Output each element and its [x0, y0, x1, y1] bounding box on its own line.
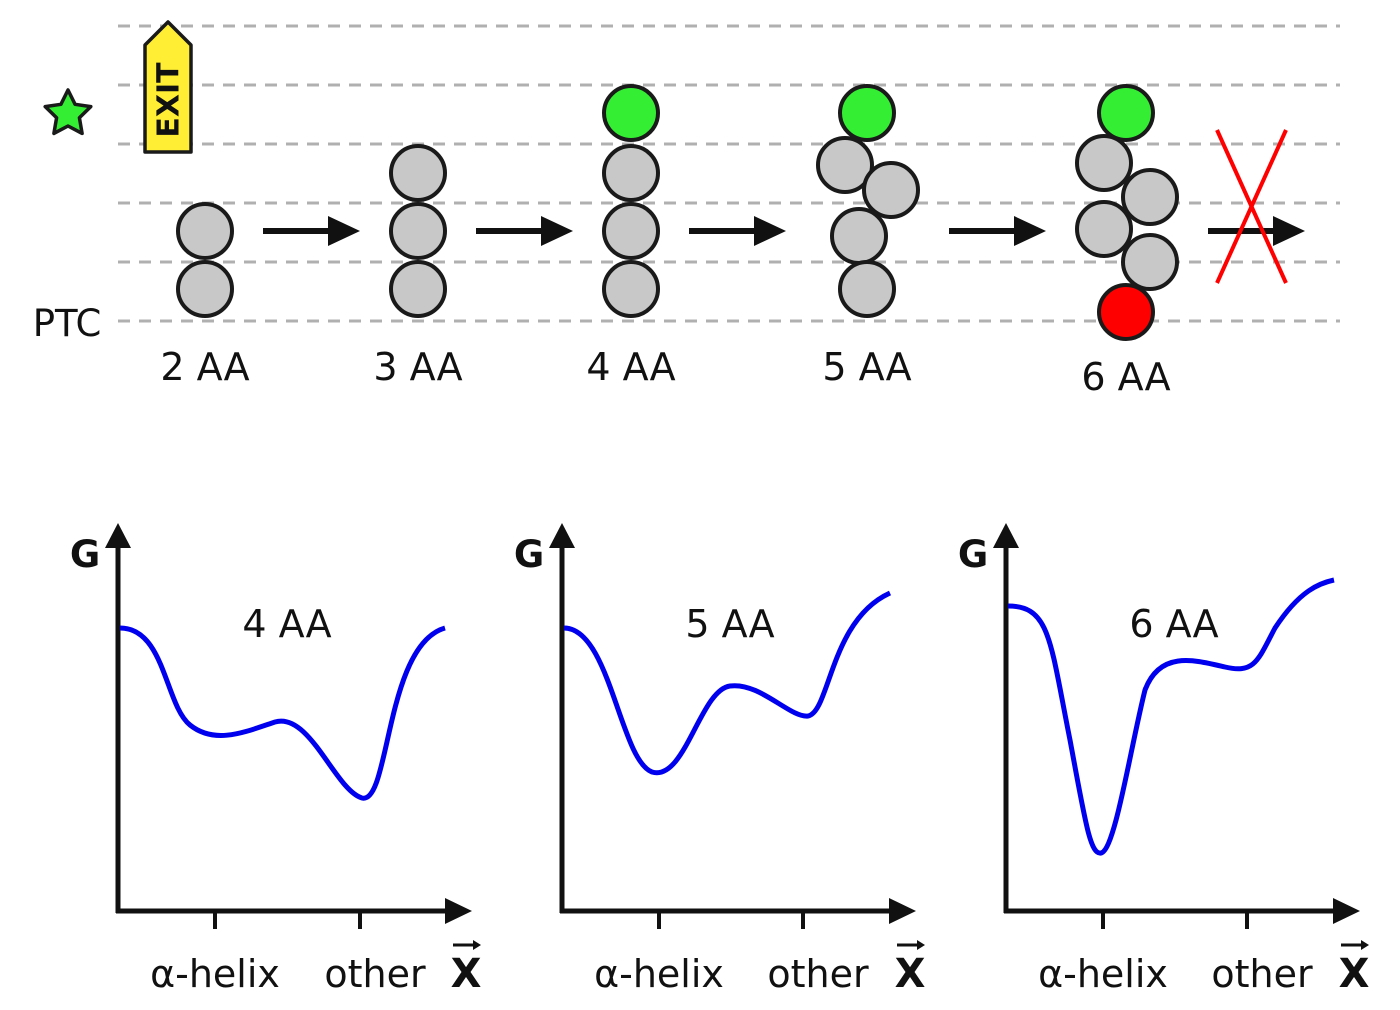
- free-energy-curve: [1007, 577, 1335, 856]
- plot-title: 6 AA: [1129, 602, 1218, 646]
- gray-residue: [830, 207, 888, 265]
- right-arrow-icon: [949, 216, 1046, 246]
- x-axis-label: X: [1339, 951, 1370, 997]
- stage-4aa: [602, 84, 660, 318]
- y-axis-arrowhead: [549, 523, 575, 548]
- stage-label: 4 AA: [586, 345, 675, 389]
- y-axis-arrowhead: [105, 523, 131, 548]
- gray-residue: [1075, 134, 1133, 192]
- gray-residue: [862, 161, 920, 219]
- free-energy-curve: [119, 625, 446, 801]
- x-axis-arrowhead: [889, 898, 916, 924]
- gray-residue: [1121, 233, 1179, 291]
- tick-label: other: [1211, 952, 1313, 996]
- gray-residue: [838, 260, 896, 318]
- gray-residue: [602, 144, 660, 202]
- stage-label: 5 AA: [822, 345, 911, 389]
- tick-label: α-helix: [1038, 952, 1168, 996]
- exit-sign: EXIT: [143, 20, 193, 154]
- gray-residue: [1075, 200, 1133, 258]
- gray-residue: [389, 144, 447, 202]
- red-residue: [1097, 283, 1155, 341]
- x-axis-arrowhead: [445, 898, 472, 924]
- plot-title: 4 AA: [242, 602, 331, 646]
- stage-5aa: [816, 84, 920, 318]
- tick-label: other: [324, 952, 426, 996]
- vector-arrow-icon: [473, 940, 481, 950]
- green-residue: [1097, 84, 1155, 142]
- stage-label: 2 AA: [160, 345, 249, 389]
- x-axis-label: X: [451, 951, 482, 997]
- stage-label: 6 AA: [1081, 355, 1170, 399]
- right-arrow-icon: [263, 216, 360, 246]
- gray-residue: [602, 260, 660, 318]
- plot-title: 5 AA: [685, 602, 774, 646]
- gray-residue: [816, 136, 874, 194]
- energy-plot-4aa: G 4 AA α-helix other X: [70, 523, 482, 997]
- vector-arrow-icon: [1361, 940, 1369, 950]
- stage-2aa: [176, 202, 234, 318]
- gray-residue: [602, 202, 660, 260]
- right-arrow-icon: [689, 216, 786, 246]
- y-axis-label: G: [514, 533, 544, 576]
- y-axis-label: G: [70, 533, 100, 576]
- tick-label: α-helix: [150, 952, 280, 996]
- blocked-arrow-icon: [1208, 129, 1305, 284]
- right-arrow-icon: [476, 216, 573, 246]
- ptc-label: PTC: [33, 302, 102, 345]
- stage-label: 3 AA: [373, 345, 462, 389]
- stage-3aa: [389, 144, 447, 318]
- vector-arrow-icon: [917, 940, 925, 950]
- tick-label: other: [767, 952, 869, 996]
- x-axis-arrowhead: [1333, 898, 1360, 924]
- free-energy-curve: [563, 590, 892, 776]
- energy-plot-5aa: G 5 AA α-helix other X: [514, 523, 926, 997]
- gray-residue: [389, 260, 447, 318]
- star-icon: [43, 88, 93, 136]
- progression-arrows: [263, 129, 1305, 284]
- y-axis-label: G: [958, 533, 988, 576]
- green-residue: [602, 84, 660, 142]
- exit-label: EXIT: [152, 62, 187, 138]
- gray-residue: [389, 202, 447, 260]
- green-residue: [838, 84, 896, 142]
- y-axis-arrowhead: [993, 523, 1019, 548]
- stage-6aa: [1075, 84, 1179, 341]
- energy-plot-6aa: G 6 AA α-helix other X: [958, 523, 1370, 997]
- gray-residue: [176, 202, 234, 260]
- gray-residue: [176, 260, 234, 318]
- x-axis-label: X: [895, 951, 926, 997]
- gray-residue: [1121, 168, 1179, 226]
- tick-label: α-helix: [594, 952, 724, 996]
- cross-icon: [1215, 129, 1288, 284]
